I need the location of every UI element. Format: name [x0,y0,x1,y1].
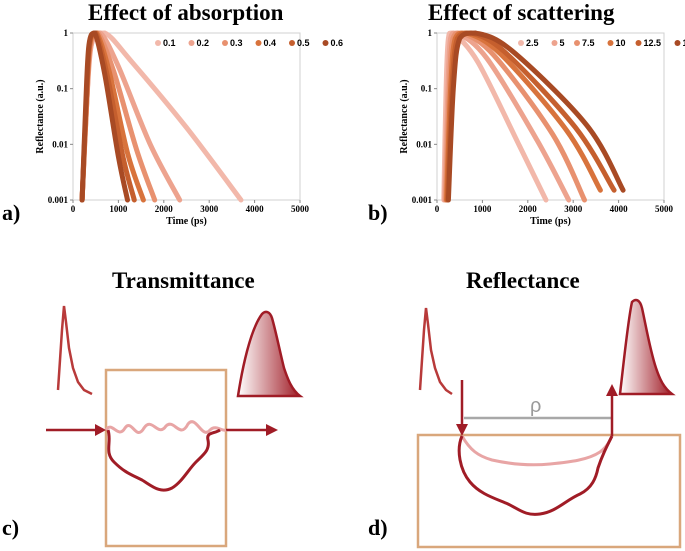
legend-marker [155,40,161,46]
chart-a-title: Effect of absorption [88,0,284,25]
output-pulse-d [618,298,676,396]
y-tick-label: 1 [428,28,433,38]
y-tick-label: 0.01 [52,139,68,149]
legend-marker [551,40,558,46]
legend-marker [635,40,642,46]
plot-frame [72,32,301,201]
legend-marker [518,40,524,46]
panel-label-c: c) [2,515,20,540]
legend-marker [188,40,195,46]
legend-marker [607,40,614,46]
legend-marker [222,40,228,46]
legend-marker [574,40,580,46]
input-arrowhead-c [95,424,106,436]
reflectance-title: Reflectance [466,268,580,293]
reflectance-diagram: ρ [416,298,682,549]
legend-label: 2.5 [526,38,539,48]
x-tick-label: 3000 [200,204,219,214]
input-pulse-d [418,307,453,396]
x-tick-label: 2000 [519,204,538,214]
transmittance-title: Transmittance [112,268,255,293]
rho-label: ρ [530,395,541,417]
y-tick-label: 0.001 [412,195,433,205]
legend-label: 7.5 [582,38,595,48]
plot-frame [436,32,665,201]
legend-marker [289,40,295,46]
output-arrowhead-d [606,384,618,396]
dark-photon-path-c [106,428,221,492]
legend-label: 0.1 [163,38,176,48]
legend-label: 12.5 [644,38,662,48]
x-tick-label: 2000 [155,204,174,214]
reflectance-box [416,433,682,549]
series-line-15 [445,30,626,203]
legend-label: 0.5 [297,38,310,48]
x-tick-label: 0 [435,204,440,214]
transmittance-box [104,368,228,548]
x-tick-label: 4000 [246,204,265,214]
series-line-0.6 [79,30,130,203]
x-tick-label: 5000 [291,204,310,214]
y-axis-label: Reflectance (a.u.) [35,79,46,153]
output-pulse-c [236,310,304,398]
legend-label: 10 [616,38,626,48]
panel-label-a: a) [2,200,21,225]
chart-absorption: 0.001 0.01 0.1 1 0 1000 2000 3000 4000 5000 Time (… [35,28,343,227]
input-arrowhead-d [456,424,468,436]
x-tick-label: 1000 [473,204,492,214]
output-arrowhead-c [266,424,278,436]
x-axis-label: Time (ps) [166,216,207,227]
x-tick-label: 5000 [655,204,674,214]
light-photon-path-d [460,435,614,467]
panel-label-b: b) [368,200,388,225]
legend-label: 15 [683,38,685,48]
legend-label: 0.3 [230,38,243,48]
x-tick-label: 0 [71,204,76,214]
legend-marker [322,40,329,46]
y-tick-label: 0.1 [57,84,69,94]
legend-marker [255,40,262,46]
y-tick-label: 0.1 [421,84,433,94]
legend-label: 0.6 [331,38,344,48]
legend-label: 0.2 [197,38,210,48]
y-tick-label: 1 [64,28,69,38]
chart-b-title: Effect of scattering [428,0,615,25]
x-tick-label: 4000 [610,204,629,214]
dark-photon-path-d [457,435,614,516]
y-tick-label: 0.001 [48,195,69,205]
legend-label: 0.4 [264,38,277,48]
input-pulse-c [56,305,93,396]
y-axis-label: Reflectance (a.u.) [399,79,410,153]
y-tick-label: 0.01 [416,139,432,149]
x-axis-label: Time (ps) [530,216,571,227]
transmittance-diagram [46,305,304,548]
x-tick-label: 1000 [109,204,128,214]
legend-marker [674,40,681,46]
light-photon-path-c [104,420,227,434]
legend-label: 5 [560,38,565,48]
x-tick-label: 3000 [564,204,583,214]
panel-label-d: d) [368,515,388,540]
